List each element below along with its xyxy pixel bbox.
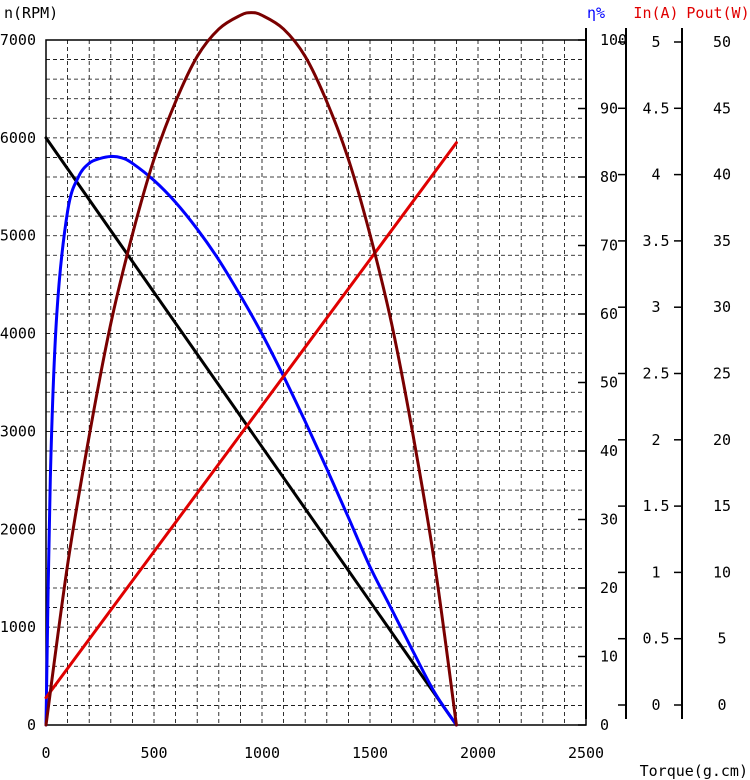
power-tick-label: 35	[713, 232, 731, 250]
speed-tick-label: 4000	[0, 325, 36, 343]
power-tick-label: 40	[713, 166, 731, 184]
speed-axis-label: n(RPM)	[4, 4, 58, 22]
current-tick-label: 1	[651, 563, 660, 581]
power-tick-label: 30	[713, 298, 731, 316]
power-tick-label: 5	[717, 630, 726, 648]
current-axis-label: In(A)	[633, 4, 678, 22]
current-tick-label: 4	[651, 166, 660, 184]
series-line-efficiency	[44, 154, 458, 727]
efficiency-axis-label: η%	[587, 4, 605, 22]
efficiency-tick-label: 100	[600, 31, 627, 49]
current-tick-label: 0.5	[642, 630, 669, 648]
efficiency-tick-label: 60	[600, 305, 618, 323]
x-tick-label: 1500	[352, 744, 388, 762]
x-tick-label: 500	[140, 744, 167, 762]
power-axis-label: Pout(W)	[686, 4, 749, 22]
power-tick-label: 10	[713, 563, 731, 581]
current-tick-label: 3	[651, 298, 660, 316]
x-tick-label: 1000	[244, 744, 280, 762]
speed-tick-label: 3000	[0, 422, 36, 440]
power-tick-label: 15	[713, 497, 731, 515]
power-tick-label: 50	[713, 33, 731, 51]
efficiency-tick-label: 20	[600, 579, 618, 597]
x-axis-label: Torque(g.cm)	[640, 762, 748, 780]
current-tick-label: 0	[651, 696, 660, 714]
series-line-current	[44, 141, 458, 700]
efficiency-tick-label: 30	[600, 511, 618, 529]
series-line-speed	[44, 136, 458, 727]
current-tick-label: 2.5	[642, 365, 669, 383]
speed-tick-label: 0	[27, 716, 36, 734]
series-line-power	[44, 11, 458, 727]
speed-tick-label: 5000	[0, 227, 36, 245]
x-tick-label: 2000	[460, 744, 496, 762]
efficiency-tick-label: 70	[600, 237, 618, 255]
efficiency-tick-label: 10	[600, 648, 618, 666]
power-tick-label: 45	[713, 99, 731, 117]
power-tick-label: 0	[717, 696, 726, 714]
efficiency-tick-label: 80	[600, 168, 618, 186]
speed-tick-label: 1000	[0, 618, 36, 636]
efficiency-tick-label: 0	[600, 716, 609, 734]
current-tick-label: 5	[651, 33, 660, 51]
grid-lines	[45, 39, 587, 726]
x-tick-label: 2500	[568, 744, 604, 762]
speed-tick-label: 7000	[0, 31, 36, 49]
efficiency-tick-label: 50	[600, 374, 618, 392]
efficiency-tick-label: 40	[600, 442, 618, 460]
axes-layer: 0 500 1000 1500 2000 2500Torque(g.cm)01000200…	[0, 4, 750, 780]
speed-tick-label: 2000	[0, 520, 36, 538]
x-tick-label: 0	[41, 744, 50, 762]
current-tick-label: 3.5	[642, 232, 669, 250]
series-layer	[44, 11, 458, 727]
current-tick-label: 1.5	[642, 497, 669, 515]
power-tick-label: 20	[713, 431, 731, 449]
plot-border	[45, 39, 587, 726]
speed-tick-label: 6000	[0, 129, 36, 147]
current-tick-label: 2	[651, 431, 660, 449]
efficiency-tick-label: 90	[600, 100, 618, 118]
current-tick-label: 4.5	[642, 99, 669, 117]
power-tick-label: 25	[713, 365, 731, 383]
